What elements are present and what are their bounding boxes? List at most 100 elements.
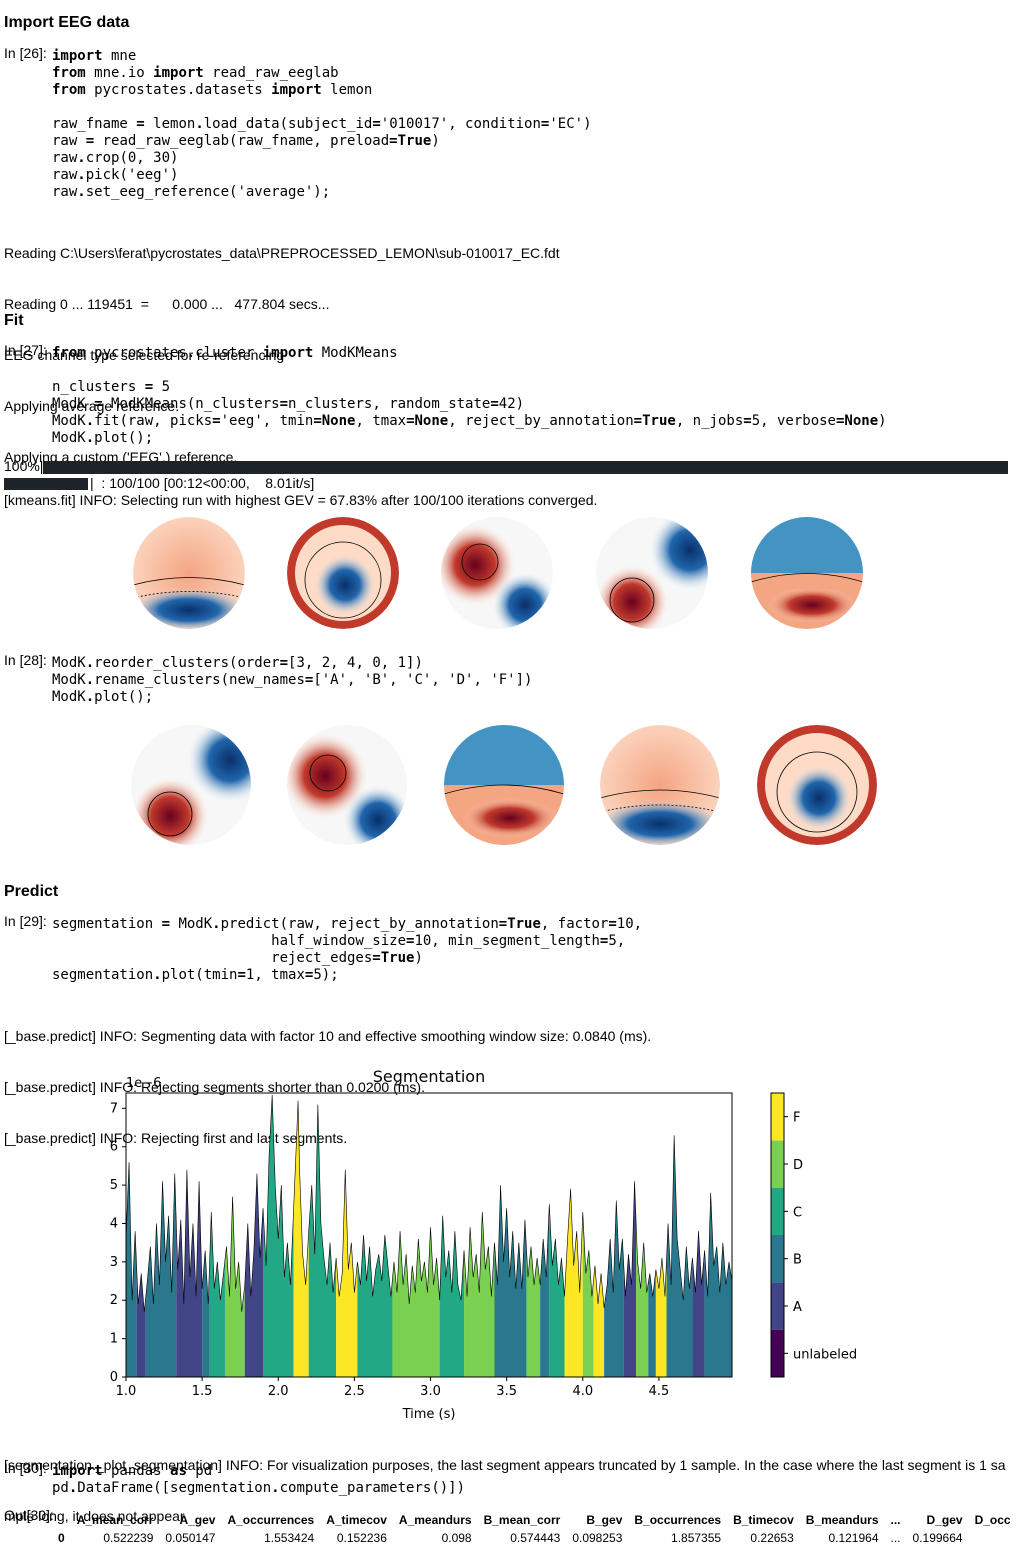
table-cell: ...	[890, 1531, 901, 1545]
segment-C	[357, 1235, 393, 1377]
table-cell	[969, 1529, 1017, 1547]
colorbar: unlabeled A B C D F	[770, 1092, 857, 1378]
colorbar-swatch-C	[771, 1187, 784, 1235]
output-line: [_base.predict] INFO: Rejecting first an…	[4, 1130, 348, 1146]
segment-B	[145, 1173, 177, 1377]
progress-bar-tail	[4, 478, 88, 490]
x-axis-label: Time (s)	[402, 1407, 456, 1422]
segment-A	[623, 1181, 637, 1377]
table-header-cell: B_meandurs	[805, 1513, 879, 1527]
table-row: 0 0.522239 0.050147 1.553424 0.152236 0.098 0.…	[52, 1529, 1017, 1547]
topomap-1	[133, 517, 245, 629]
output-line: EEG channel type selected for re-referen…	[4, 347, 285, 363]
code-cell-30[interactable]: import pandas as pd pd.DataFrame([segmen…	[52, 1463, 466, 1496]
colorbar-swatch-D	[771, 1140, 784, 1188]
table-cell: 0.121964	[828, 1531, 879, 1545]
x-ticks: 1.0 1.5 2.0 2.5 3.0 3.5 4.0 4.5	[116, 1377, 670, 1399]
table-cell: 0.098253	[572, 1531, 623, 1545]
segment-B	[202, 1250, 210, 1377]
code-cell-27[interactable]: from pycrostates.cluster import ModKMean…	[52, 345, 887, 446]
x-tick-label: 3.5	[496, 1384, 517, 1399]
segment-F	[593, 1265, 605, 1377]
progress-text: | : 100/100 [00:12<00:00, 8.01it/s]	[90, 475, 315, 491]
output-line: Applying average reference.	[4, 398, 180, 414]
parameters-table: A_mean_corr A_gev A_occurrences A_timecov A_…	[52, 1511, 1017, 1547]
chart-title: Segmentation	[373, 1067, 485, 1086]
segment-D	[464, 1211, 495, 1377]
code-cell-26[interactable]: import mne from mne.io import read_raw_e…	[52, 48, 592, 200]
segment-B	[604, 1200, 624, 1377]
segment-C	[549, 1204, 565, 1377]
segment-D	[582, 1211, 594, 1377]
code-cell-28[interactable]: ModK.reorder_clusters(order=[3, 2, 4, 0,…	[52, 655, 533, 705]
output-prompt: Out[30]:	[4, 1507, 54, 1523]
segment-F	[336, 1169, 358, 1377]
table-cell: 1.857355	[671, 1531, 722, 1545]
segment-B	[540, 1204, 550, 1377]
plot-frame	[125, 1092, 733, 1378]
topomap-row-1	[133, 517, 863, 629]
table-cell: 0.050147	[165, 1531, 216, 1545]
y-tick-label: 4	[110, 1216, 118, 1231]
topomap-F	[757, 725, 877, 845]
section-heading-predict: Predict	[4, 883, 59, 900]
code-cell-29[interactable]: segmentation = ModK.predict(raw, reject_…	[52, 916, 643, 983]
segment-D	[636, 1221, 649, 1377]
topomap-A	[131, 725, 251, 845]
colorbar-label: C	[793, 1205, 802, 1220]
segment-A	[244, 1173, 264, 1377]
output-line: [segmentation._plot_segmentation] INFO: …	[4, 1457, 1006, 1473]
table-cell: 0	[58, 1531, 65, 1545]
input-prompt: In [30]:	[4, 1460, 47, 1476]
y-offset-text: 1e−6	[126, 1076, 161, 1091]
y-tick-label: 3	[110, 1255, 118, 1270]
y-tick-label: 7	[110, 1101, 118, 1116]
output-line: Reading C:\Users\ferat\pycrostates_data\…	[4, 245, 560, 261]
table-cell: 0.22653	[750, 1531, 794, 1545]
gfp-line	[125, 1094, 733, 1312]
table-body: 0 0.522239 0.050147 1.553424 0.152236 0.098 0.…	[52, 1529, 1017, 1547]
segment-B	[704, 1192, 732, 1377]
section-heading-fit: Fit	[4, 312, 24, 329]
input-prompt: In [28]:	[4, 652, 47, 668]
table-header-cell: ...	[890, 1513, 901, 1527]
table-cell: 1.553424	[264, 1531, 315, 1545]
y-ticks: 0 1 2 3 4 5 6 7	[110, 1101, 126, 1385]
segment-C	[439, 1215, 465, 1377]
segmentation-info: [segmentation._plot_segmentation] INFO: …	[4, 1423, 1006, 1542]
table-header-cell: B_occurrences	[634, 1513, 722, 1527]
table-header-cell: A_gev	[179, 1513, 216, 1527]
y-tick-label: 6	[110, 1140, 118, 1155]
segment-D	[526, 1246, 541, 1377]
topomap-4	[596, 517, 708, 629]
topomap-B	[287, 725, 407, 845]
kmeans-info: [kmeans.fit] INFO: Selecting run with hi…	[4, 492, 598, 508]
topomap-C	[444, 725, 564, 845]
table-header-cell: B_timecov	[733, 1513, 794, 1527]
segment-B	[648, 1269, 656, 1377]
segment-B	[666, 1135, 693, 1377]
segment-F	[655, 1258, 667, 1377]
table-header-cell: B_mean_corr	[483, 1513, 561, 1527]
x-tick-label: 3.0	[420, 1384, 441, 1399]
table-cell: 0.522239	[103, 1531, 154, 1545]
progress-percent: 100%|	[4, 458, 44, 474]
x-tick-label: 4.5	[649, 1384, 670, 1399]
x-tick-label: 2.0	[268, 1384, 289, 1399]
output-line: [_base.predict] INFO: Rejecting segments…	[4, 1079, 425, 1095]
table-header-cell: A_meandurs	[398, 1513, 472, 1527]
table-cell: 0.098	[441, 1531, 472, 1545]
x-tick-label: 1.5	[192, 1384, 213, 1399]
cell-output-26: Reading C:\Users\ferat\pycrostates_data\…	[4, 211, 560, 483]
input-prompt: In [29]:	[4, 913, 47, 929]
colorbar-swatch-unlabeled	[771, 1329, 784, 1377]
table-cell: 0.199664	[912, 1531, 963, 1545]
segment-F	[293, 1100, 309, 1377]
table-header-cell: D_occ	[974, 1513, 1011, 1527]
table-cell: 0.152236	[336, 1531, 387, 1545]
colorbar-label: D	[793, 1158, 803, 1173]
table-header-cell: D_gev	[926, 1513, 963, 1527]
segment-D	[224, 1196, 245, 1377]
segment-C	[209, 1211, 225, 1377]
table-header-cell	[52, 1511, 71, 1529]
